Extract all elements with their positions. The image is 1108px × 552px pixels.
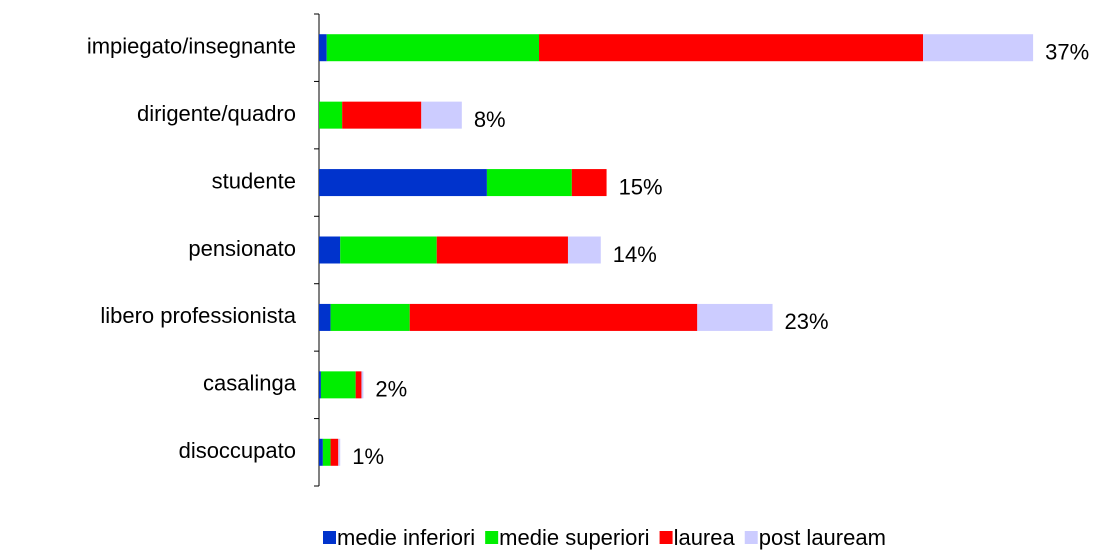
category-label: studente [212, 168, 296, 193]
bar-segment [320, 371, 356, 399]
bar-segment [340, 236, 437, 264]
bar-segment [322, 438, 331, 466]
bar-segment [539, 34, 924, 62]
bar-segment [319, 101, 343, 129]
bar-segment [319, 34, 327, 62]
category-label: dirigente/quadro [137, 101, 296, 126]
bar-segment [319, 236, 341, 264]
category-label: disoccupato [179, 438, 296, 463]
total-label: 2% [375, 377, 407, 402]
legend-swatch [485, 531, 499, 544]
category-label: pensionato [188, 236, 296, 261]
legend-swatch [659, 531, 673, 544]
total-label: 15% [619, 174, 663, 199]
legend-label: post lauream [759, 525, 886, 550]
category-label: impiegato/insegnante [87, 34, 296, 59]
bar-segment [697, 303, 773, 331]
bar-segment [571, 169, 607, 197]
total-label: 1% [352, 444, 384, 469]
legend-label: medie superiori [499, 525, 649, 550]
bar-segment [330, 303, 410, 331]
bar-segment [421, 101, 462, 129]
total-label: 14% [613, 242, 657, 267]
total-label: 37% [1045, 40, 1089, 65]
legend-label: medie inferiori [337, 525, 475, 550]
legend-swatch [744, 531, 758, 544]
bar-segment [409, 303, 698, 331]
total-label: 8% [474, 107, 506, 132]
bar-segment [436, 236, 568, 264]
legend-label: laurea [674, 525, 736, 550]
bar-segment [923, 34, 1034, 62]
bar-segment [319, 438, 323, 466]
bar-segment [361, 371, 364, 399]
total-label: 23% [785, 309, 829, 334]
bar-segment [319, 303, 331, 331]
bar-segment [486, 169, 572, 197]
bar-segment [355, 371, 362, 399]
category-label: libero professionista [100, 303, 296, 328]
bar-segment [326, 34, 540, 62]
legend-swatch [323, 531, 336, 544]
bar-segment [330, 438, 339, 466]
bar-segment [319, 371, 321, 399]
bar-segment [342, 101, 422, 129]
category-label: casalinga [203, 371, 297, 396]
bar-segment [319, 169, 487, 197]
bar-segment [567, 236, 601, 264]
bar-segment [338, 438, 341, 466]
